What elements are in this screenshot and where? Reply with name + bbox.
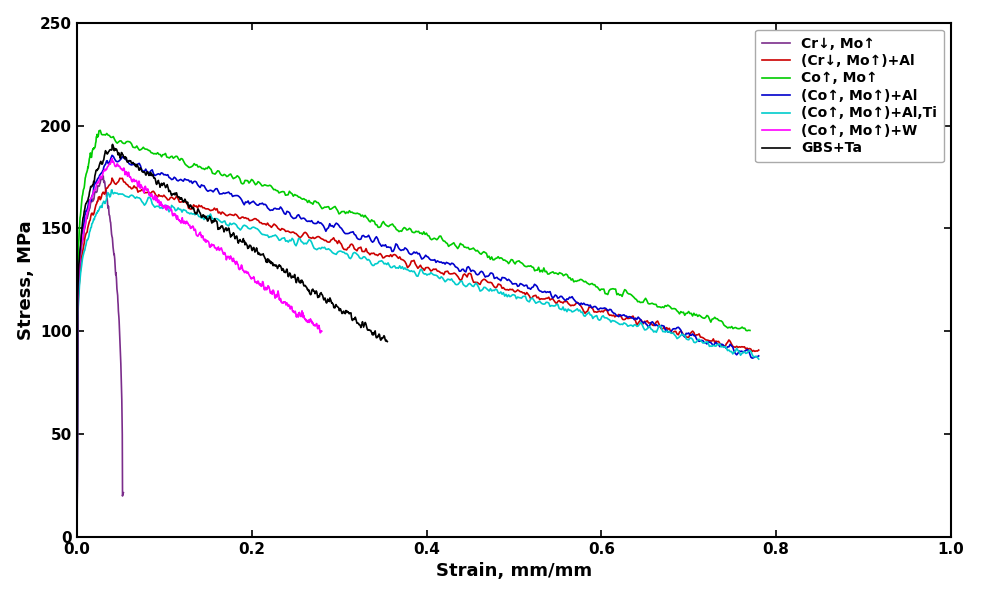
Y-axis label: Stress, MPa: Stress, MPa — [17, 220, 34, 340]
(Cr↓, Mo↑)+Al — [74, 278, 85, 285]
Co↑, Mo↑ — [73, 240, 84, 247]
(Co↑, Mo↑)+Al — [98, 162, 110, 170]
GBS+Ta — [72, 532, 83, 539]
GBS+Ta — [98, 152, 110, 159]
(Co↑, Mo↑)+Al — [662, 328, 674, 336]
(Co↑, Mo↑)+Al,Ti — [539, 300, 550, 307]
Co↑, Mo↑ — [489, 256, 500, 263]
(Cr↓, Mo↑)+Al — [106, 174, 118, 181]
(Co↑, Mo↑)+Al,Ti — [74, 282, 85, 290]
(Co↑, Mo↑)+Al — [72, 533, 83, 540]
(Co↑, Mo↑)+Al,Ti — [498, 293, 510, 300]
Cr↓, Mo↑ — [90, 189, 102, 196]
GBS+Ta — [274, 261, 285, 269]
GBS+Ta — [336, 307, 347, 314]
Co↑, Mo↑ — [88, 145, 100, 152]
(Co↑, Mo↑)+Al — [106, 152, 118, 159]
(Cr↓, Mo↑)+Al — [662, 326, 674, 333]
GBS+Ta — [290, 279, 302, 286]
(Co↑, Mo↑)+W — [72, 533, 83, 540]
Cr↓, Mo↑ — [105, 228, 117, 235]
(Cr↓, Mo↑)+Al — [644, 319, 655, 327]
(Co↑, Mo↑)+W — [74, 263, 85, 270]
GBS+Ta — [342, 309, 354, 316]
Line: Cr↓, Mo↑: Cr↓, Mo↑ — [77, 176, 124, 536]
(Co↑, Mo↑)+Al — [644, 322, 655, 329]
GBS+Ta — [107, 141, 119, 148]
(Cr↓, Mo↑)+Al — [72, 537, 83, 544]
GBS+Ta — [74, 255, 85, 262]
(Cr↓, Mo↑)+Al — [98, 190, 110, 198]
Cr↓, Mo↑ — [105, 219, 117, 226]
Cr↓, Mo↑ — [114, 324, 126, 331]
Line: (Co↑, Mo↑)+Al: (Co↑, Mo↑)+Al — [77, 155, 758, 537]
Cr↓, Mo↑ — [72, 533, 83, 540]
(Co↑, Mo↑)+Al — [539, 288, 550, 295]
Co↑, Mo↑ — [72, 537, 83, 544]
Co↑, Mo↑ — [529, 267, 541, 275]
Line: GBS+Ta: GBS+Ta — [77, 144, 387, 536]
Cr↓, Mo↑ — [101, 196, 113, 204]
(Co↑, Mo↑)+Al — [74, 260, 85, 267]
Line: (Co↑, Mo↑)+Al,Ti: (Co↑, Mo↑)+Al,Ti — [77, 190, 758, 538]
(Co↑, Mo↑)+W — [98, 167, 110, 174]
(Co↑, Mo↑)+Al — [752, 352, 764, 359]
Co↑, Mo↑ — [635, 299, 646, 306]
(Co↑, Mo↑)+Al,Ti — [106, 186, 118, 193]
(Co↑, Mo↑)+W — [233, 266, 245, 273]
Legend: Cr↓, Mo↑, (Cr↓, Mo↑)+Al, Co↑, Mo↑, (Co↑, Mo↑)+Al, (Co↑, Mo↑)+Al,Ti, (Co↑, Mo↑)+W: Cr↓, Mo↑, (Cr↓, Mo↑)+Al, Co↑, Mo↑, (Co↑,… — [755, 30, 944, 162]
(Co↑, Mo↑)+W — [316, 328, 328, 335]
(Co↑, Mo↑)+W — [106, 155, 118, 162]
Cr↓, Mo↑ — [97, 173, 109, 180]
Cr↓, Mo↑ — [100, 186, 112, 193]
(Co↑, Mo↑)+W — [286, 307, 298, 315]
(Cr↓, Mo↑)+Al — [539, 296, 550, 303]
(Cr↓, Mo↑)+Al — [498, 285, 510, 293]
Co↑, Mo↑ — [652, 303, 664, 310]
Line: (Cr↓, Mo↑)+Al: (Cr↓, Mo↑)+Al — [77, 178, 758, 540]
Co↑, Mo↑ — [94, 127, 106, 134]
(Co↑, Mo↑)+Al,Ti — [752, 355, 764, 362]
Line: (Co↑, Mo↑)+W: (Co↑, Mo↑)+W — [77, 158, 322, 536]
Line: Co↑, Mo↑: Co↑, Mo↑ — [77, 130, 749, 540]
(Co↑, Mo↑)+Al,Ti — [98, 198, 110, 205]
Co↑, Mo↑ — [744, 327, 755, 334]
Cr↓, Mo↑ — [118, 489, 129, 496]
(Cr↓, Mo↑)+Al — [752, 346, 764, 353]
(Co↑, Mo↑)+Al,Ti — [662, 328, 674, 336]
X-axis label: Strain, mm/mm: Strain, mm/mm — [436, 562, 593, 580]
(Co↑, Mo↑)+W — [246, 275, 258, 282]
(Co↑, Mo↑)+Al — [498, 274, 510, 281]
(Co↑, Mo↑)+Al,Ti — [72, 534, 83, 541]
(Co↑, Mo↑)+Al,Ti — [644, 323, 655, 330]
(Co↑, Mo↑)+W — [281, 300, 292, 307]
GBS+Ta — [382, 338, 393, 345]
